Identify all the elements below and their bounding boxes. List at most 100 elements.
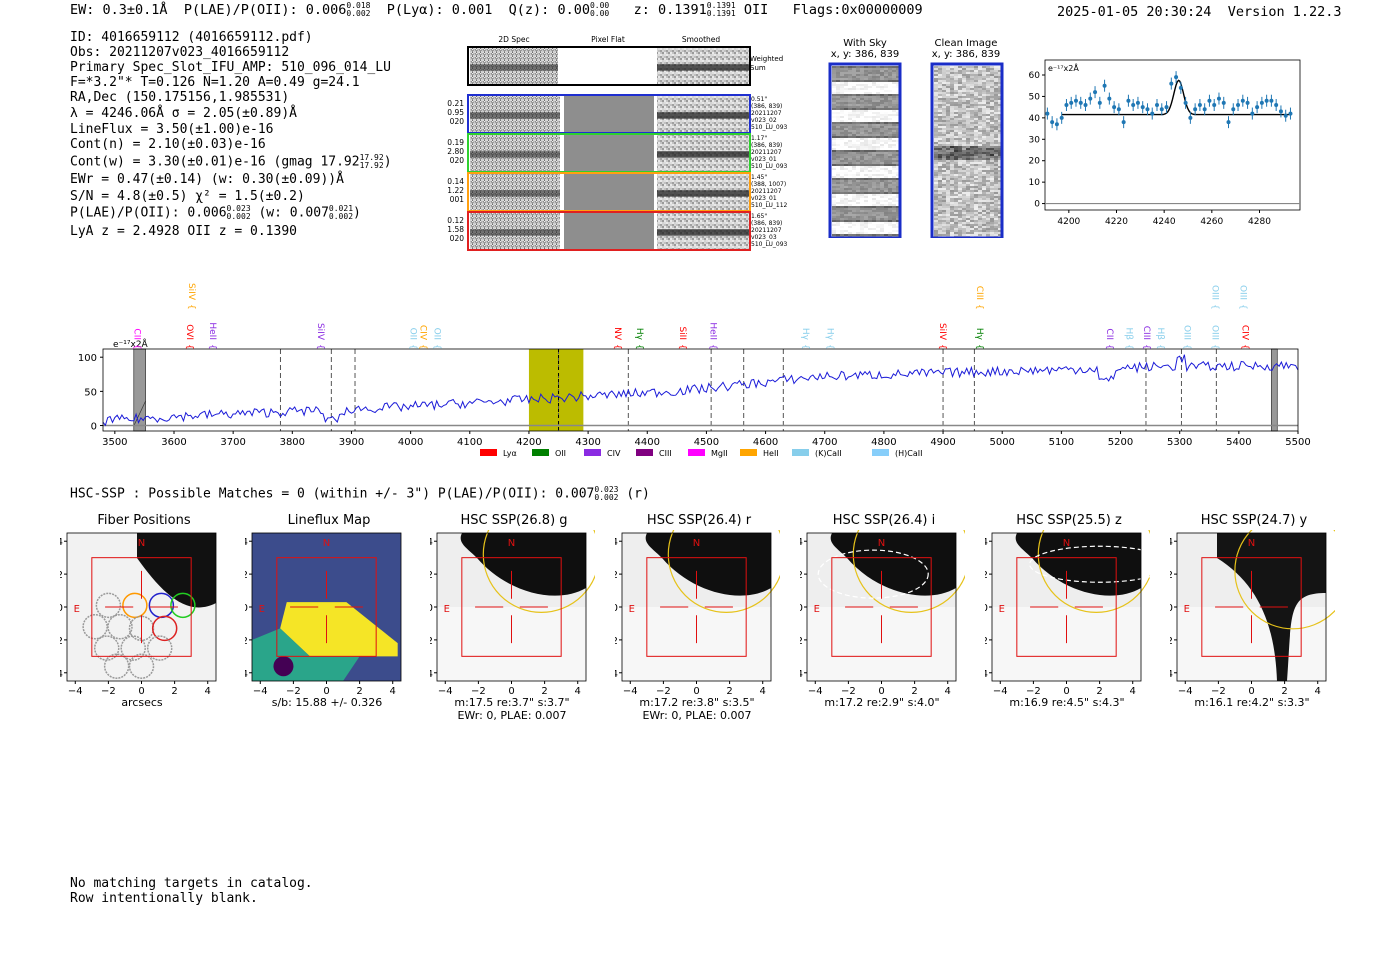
info-ewr: EWr = 0.47(±0.14) (w: 0.30(±0.09))Å: [70, 172, 344, 187]
legend-label: CIV: [607, 449, 621, 458]
catalog-ellipse: [817, 549, 929, 599]
north-label: N: [693, 538, 700, 549]
line-marker-bracket: {: [131, 344, 141, 350]
panel-xtick-label: 4: [1315, 686, 1321, 697]
zoom-point: [1093, 90, 1098, 95]
line-marker-bracket: {: [186, 304, 196, 310]
panel-xtick-label: −4: [1178, 686, 1193, 697]
zoom-point: [1135, 100, 1140, 105]
line-marker-label: CII: [131, 328, 141, 340]
zoom-point: [1088, 96, 1093, 101]
zoom-xtick-label: 4200: [1057, 217, 1080, 227]
row3-smoothed: [657, 213, 749, 249]
header-z: z: 0.1391: [633, 2, 707, 18]
east-label: E: [259, 604, 265, 615]
col-title-smoothed: Smoothed: [681, 35, 721, 44]
spectrum-ytick-label: 100: [78, 353, 97, 364]
panel-ytick-label: 2: [615, 570, 618, 581]
right-stat: 510_LU_093: [751, 241, 788, 248]
right-stat: v023_02: [751, 117, 777, 124]
right-stat: 0.51": [751, 96, 768, 103]
right-stat: 20211207: [751, 188, 782, 195]
panel-ytick-label: −2: [985, 636, 988, 647]
row2-smoothed: [657, 174, 749, 210]
bright-object: [137, 533, 216, 608]
fiber-circle: [170, 592, 196, 619]
spectrum-xtick-label: 5500: [1285, 437, 1310, 448]
zoom-point: [1059, 115, 1064, 120]
info-obs: Obs: 20211207v023_4016659112: [70, 45, 290, 60]
header-right: 2025-01-05 20:30:24 Version 1.22.3: [1057, 4, 1342, 20]
panel-ytick-label: 0: [615, 603, 618, 614]
line-marker-label: OII: [408, 328, 418, 340]
left-stat: 1.58: [447, 225, 464, 234]
zoom-ylabel: e⁻¹⁷x2Å: [1048, 62, 1079, 73]
spectrum-xtick-label: 4300: [575, 437, 600, 448]
header-plya: P(Lyα): 0.001: [386, 2, 493, 18]
panel-xtick-label: 0: [1248, 686, 1254, 697]
info-plae-w-sup: 0.021: [328, 204, 354, 213]
clean-image-title: Clean Image: [934, 38, 998, 49]
region-box: [831, 557, 932, 657]
fiber-circle: [103, 653, 130, 679]
right-stat: 510_LU_093: [751, 163, 788, 170]
catalog-ellipse: [1029, 545, 1150, 583]
left-stat: 001: [449, 195, 464, 204]
line-marker-bracket: {: [677, 344, 687, 350]
panel-ytick-label: −4: [985, 669, 988, 680]
line-marker-label: Hγ: [974, 328, 984, 341]
bright-object: [830, 533, 956, 596]
header-z-sup: 0.1391: [706, 1, 736, 10]
panel-xtick-label: −4: [993, 686, 1008, 697]
panel-ytick-label: −4: [60, 669, 63, 680]
zoom-point: [1064, 103, 1069, 107]
east-label: E: [444, 604, 450, 615]
right-stat: 20211207: [751, 110, 782, 117]
region-box: [91, 557, 192, 657]
fiber-circle: [82, 613, 108, 640]
legend-swatch: [792, 449, 809, 456]
hsc-summary-sub: 0.002: [594, 493, 619, 502]
legend-label: CIII: [659, 449, 672, 458]
panel-ytick-label: −4: [615, 669, 618, 680]
panel-xtick-label: −2: [101, 686, 116, 697]
fiber-circle: [122, 592, 148, 619]
legend-label: OII: [555, 449, 566, 458]
panel-ytick-label: 2: [985, 570, 988, 581]
spectrum-xtick-label: 4100: [457, 437, 482, 448]
zoom-point: [1274, 103, 1279, 107]
right-stat: (386, 839): [751, 142, 783, 149]
east-label: E: [629, 604, 635, 615]
panel1-image: N E −4 −4 −2 −2 0 0 2 2 4 4: [245, 532, 402, 697]
panel-ytick-label: 2: [245, 570, 248, 581]
spectrum-xtick-label: 5300: [1167, 437, 1192, 448]
row0-left-stats: 0.21 0.95 020: [440, 99, 464, 126]
spectrum-line: [102, 354, 1299, 427]
line-marker-label: OIII: [1209, 285, 1219, 300]
row0-smoothed: [657, 96, 749, 132]
bright-object: [645, 533, 771, 596]
spectrum-xtick-label: 4400: [635, 437, 660, 448]
zoom-point: [1288, 111, 1293, 116]
panel5-image: N E −4 −4 −2 −2 0 0 2 2 4 4: [985, 530, 1150, 697]
footer-line1: No matching targets in catalog.: [70, 876, 313, 891]
with-sky-coords: x, y: 386, 839: [830, 49, 900, 60]
zoom-fit-chart: 0 10 20 30 40 50 60 4200 4220 4240 4260 4280 e⁻¹⁷x2Å: [1029, 59, 1301, 227]
zoom-point: [1207, 98, 1212, 103]
panel-xtick-label: −4: [623, 686, 638, 697]
header-version: Version 1.22.3: [1227, 4, 1342, 20]
line-marker-bracket: {: [1181, 344, 1191, 350]
line-marker-bracket: {: [612, 344, 622, 350]
row3-frame: [467, 211, 751, 251]
zoom-point: [1269, 98, 1274, 103]
zoom-xtick-label: 4240: [1153, 217, 1176, 227]
bright-object: [1015, 533, 1141, 596]
line-marker-label: CIV: [1239, 325, 1249, 341]
right-stat: 20211207: [751, 149, 782, 156]
line-marker-label: HeII: [708, 322, 718, 340]
east-label: E: [74, 604, 80, 615]
zoom-point: [1226, 120, 1231, 125]
fiber-circle: [151, 615, 178, 642]
panel-ytick-label: 0: [985, 603, 988, 614]
panel1-title: Lineflux Map: [287, 513, 371, 528]
